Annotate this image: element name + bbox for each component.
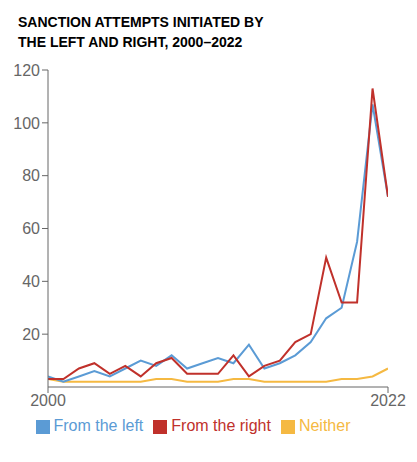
svg-text:2000: 2000 — [30, 392, 66, 409]
html-text:Neither: Neither — [298, 417, 351, 434]
svg-text:40: 40 — [22, 273, 40, 290]
svg-text:100: 100 — [13, 115, 40, 132]
html-text:From the left: From the left — [53, 417, 144, 434]
html-text:From the right: From the right — [171, 417, 271, 434]
html-text:THE LEFT AND RIGHT, 2000–2022: THE LEFT AND RIGHT, 2000–2022 — [18, 34, 243, 50]
html-text:SANCTION ATTEMPTS INITIATED BY: SANCTION ATTEMPTS INITIATED BY — [18, 14, 264, 30]
svg-text:80: 80 — [22, 167, 40, 184]
svg-text:120: 120 — [13, 62, 40, 79]
svg-text:20: 20 — [22, 326, 40, 343]
svg-text:2022: 2022 — [370, 392, 406, 409]
svg-text:60: 60 — [22, 220, 40, 237]
